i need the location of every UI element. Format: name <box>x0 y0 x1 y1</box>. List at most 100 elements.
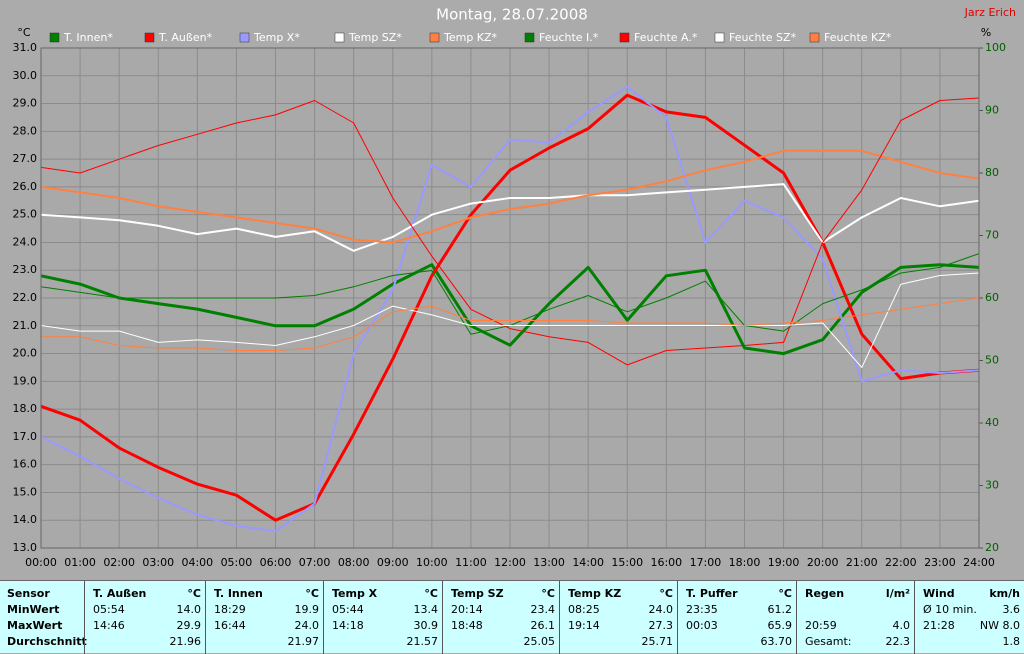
x-tick-label: 14:00 <box>572 556 604 569</box>
y-tick-label: 19.0 <box>13 374 38 387</box>
cell-value: 63.70 <box>760 635 793 648</box>
legend-swatch <box>714 32 725 43</box>
y2-tick-label: 40 <box>985 416 999 429</box>
column-unit: °C <box>659 587 673 600</box>
x-tick-label: 15:00 <box>611 556 643 569</box>
cell-label: 16:44 <box>214 619 246 632</box>
y-tick-label: 27.0 <box>13 152 38 165</box>
x-tick-label: 05:00 <box>221 556 253 569</box>
row-label: Sensor <box>7 587 50 600</box>
x-tick-label: 13:00 <box>533 556 565 569</box>
x-tick-label: 02:00 <box>103 556 135 569</box>
stats-table: Sensor MinWert MaxWert Durchschnitt T. Außen… <box>0 580 1024 654</box>
column-unit: km/h <box>989 587 1020 600</box>
y-tick-label: 15.0 <box>13 485 38 498</box>
chart: Montag, 28.07.2008 Jarz Erich °C % 13.0 1… <box>13 6 1017 570</box>
series-line <box>40 85 980 533</box>
cell-label: 20:59 <box>805 619 837 632</box>
x-tick-label: 00:00 <box>25 556 57 569</box>
cell-value: 13.4 <box>413 603 439 616</box>
table-column: Temp KZ °C 08:25 24.0 19:14 27.3 25.71 <box>559 581 677 654</box>
cell-label: 00:03 <box>686 619 718 632</box>
legend-swatch <box>239 32 250 43</box>
x-tick-label: 12:00 <box>494 556 526 569</box>
x-tick-label: 07:00 <box>299 556 331 569</box>
cell-value: NW 8.0 <box>979 619 1020 632</box>
y-tick-label: 30.0 <box>13 69 38 82</box>
series-line <box>40 97 980 366</box>
column-header: T. Außen <box>93 587 147 600</box>
cell-value: 4.0 <box>892 619 911 632</box>
cell-label: 23:35 <box>686 603 718 616</box>
series-line <box>40 149 980 244</box>
x-tick-label: 17:00 <box>690 556 722 569</box>
legend-swatch <box>49 32 60 43</box>
cell-label: 18:48 <box>451 619 483 632</box>
y2-tick-label: 100 <box>985 41 1006 54</box>
legend-label: Temp X* <box>253 31 300 44</box>
x-tick-label: 21:00 <box>846 556 878 569</box>
y-tick-label: 31.0 <box>13 41 38 54</box>
chart-title: Montag, 28.07.2008 <box>436 6 588 24</box>
cell-value: 25.71 <box>641 635 674 648</box>
cell-label: 14:18 <box>332 619 364 632</box>
column-header: Regen <box>805 587 845 600</box>
table-column: Wind km/h Ø 10 min. 3.6 21:28 NW 8.0 1.8 <box>914 581 1024 654</box>
y2-tick-label: 50 <box>985 354 999 367</box>
x-tick-label: 20:00 <box>807 556 839 569</box>
column-unit: °C <box>305 587 319 600</box>
legend-swatch <box>619 32 630 43</box>
y-tick-label: 22.0 <box>13 291 38 304</box>
cell-label: 20:14 <box>451 603 483 616</box>
y2-tick-label: 70 <box>985 229 999 242</box>
column-unit: °C <box>778 587 792 600</box>
column-unit: °C <box>424 587 438 600</box>
cell-label: 21:28 <box>923 619 955 632</box>
y-tick-label: 13.0 <box>13 541 38 554</box>
cell-value: 21.57 <box>406 635 439 648</box>
column-header: Temp X <box>332 587 378 600</box>
cell-value: 23.4 <box>530 603 556 616</box>
y-tick-label: 20.0 <box>13 347 38 360</box>
x-tick-label: 19:00 <box>768 556 800 569</box>
legend-swatch <box>809 32 820 43</box>
cell-value: 24.0 <box>294 619 320 632</box>
column-header: Temp KZ <box>568 587 622 600</box>
cell-label: Ø 10 min. <box>923 603 977 616</box>
table-column: T. Innen °C 18:29 19.9 16:44 24.0 21.97 <box>205 581 323 654</box>
cell-value: 1.8 <box>1002 635 1021 648</box>
cell-value: 3.6 <box>1002 603 1021 616</box>
plot-frame <box>40 47 980 549</box>
x-tick-label: 22:00 <box>885 556 917 569</box>
x-tick-label: 06:00 <box>260 556 292 569</box>
cell-label: Gesamt: <box>805 635 852 648</box>
column-header: T. Puffer <box>686 587 738 600</box>
column-unit: °C <box>541 587 555 600</box>
cell-label: 05:54 <box>93 603 125 616</box>
column-header: Wind <box>923 587 955 600</box>
cell-value: 21.97 <box>287 635 320 648</box>
column-unit: °C <box>187 587 201 600</box>
series-line <box>40 272 980 368</box>
legend-label: T. Innen* <box>63 31 113 44</box>
legend-swatch <box>524 32 535 43</box>
series-line <box>40 263 980 356</box>
table-column: Regen l/m² 20:59 4.0 Gesamt: 22.3 <box>796 581 914 654</box>
cell-value: 22.3 <box>885 635 911 648</box>
cell-value: 19.9 <box>294 603 320 616</box>
y-tick-label: 26.0 <box>13 180 38 193</box>
cell-value: 25.05 <box>523 635 556 648</box>
y2-axis-label: % <box>981 26 991 39</box>
cell-label: 14:46 <box>93 619 125 632</box>
x-tick-label: 10:00 <box>416 556 448 569</box>
series-line <box>41 297 980 351</box>
cell-label: 18:29 <box>214 603 246 616</box>
x-tick-label: 16:00 <box>650 556 682 569</box>
legend-label: Temp SZ* <box>348 31 402 44</box>
table-column: Temp X °C 05:44 13.4 14:18 30.9 21.57 <box>323 581 442 654</box>
y-tick-label: 25.0 <box>13 208 38 221</box>
legend-label: Feuchte I.* <box>539 31 599 44</box>
y2-tick-label: 30 <box>985 479 999 492</box>
column-header: Temp SZ <box>451 587 504 600</box>
table-column: T. Außen °C 05:54 14.0 14:46 29.9 21.96 <box>84 581 205 654</box>
